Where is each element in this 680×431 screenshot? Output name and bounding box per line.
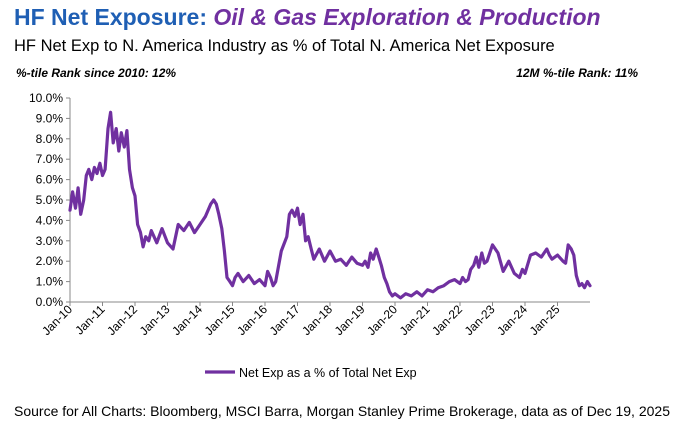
x-tick-label: Jan-16	[234, 302, 270, 338]
x-tick-label: Jan-21	[397, 302, 433, 338]
y-tick-label: 9.0%	[36, 111, 64, 125]
source-note: Source for All Charts: Bloomberg, MSCI B…	[14, 403, 670, 419]
x-tick-label: Jan-11	[72, 302, 107, 337]
title-main: HF Net Exposure:	[14, 4, 214, 30]
x-tick-label: Jan-15	[202, 302, 238, 338]
x-tick-label: Jan-19	[332, 302, 368, 338]
series-line-net-exposure	[68, 110, 592, 300]
y-tick-label: 1.0%	[36, 275, 64, 289]
x-tick-label: Jan-25	[527, 302, 563, 338]
y-tick-label: 3.0%	[36, 234, 64, 248]
chart-title: HF Net Exposure: Oil & Gas Exploration &…	[14, 4, 601, 31]
y-tick-label: 8.0%	[36, 132, 64, 146]
x-tick-label: Jan-24	[494, 302, 530, 338]
y-tick-label: 0.0%	[36, 295, 64, 309]
chart-subtitle: HF Net Exp to N. America Industry as % o…	[14, 37, 555, 55]
x-tick-label: Jan-17	[267, 302, 303, 338]
x-tick-label: Jan-13	[137, 302, 173, 338]
x-tick-label: Jan-23	[462, 302, 498, 338]
y-tick-label: 5.0%	[36, 193, 64, 207]
x-tick-label: Jan-14	[169, 302, 205, 338]
x-tick-label: Jan-22	[429, 302, 465, 338]
legend-label: Net Exp as a % of Total Net Exp	[239, 366, 417, 380]
x-tick-label: Jan-18	[299, 302, 335, 338]
y-tick-label: 2.0%	[36, 254, 64, 268]
y-tick-label: 7.0%	[36, 152, 64, 166]
title-sector: Oil & Gas Exploration & Production	[213, 4, 601, 30]
percentile-rank-since-2010: %-tile Rank since 2010: 12%	[16, 66, 177, 80]
x-tick-label: Jan-12	[104, 302, 140, 338]
y-tick-label: 4.0%	[36, 213, 64, 227]
x-tick-label: Jan-20	[364, 302, 400, 338]
percentile-rank-12m: 12M %-tile Rank: 11%	[516, 66, 638, 80]
y-tick-label: 10.0%	[29, 91, 63, 105]
y-tick-label: 6.0%	[36, 173, 64, 187]
